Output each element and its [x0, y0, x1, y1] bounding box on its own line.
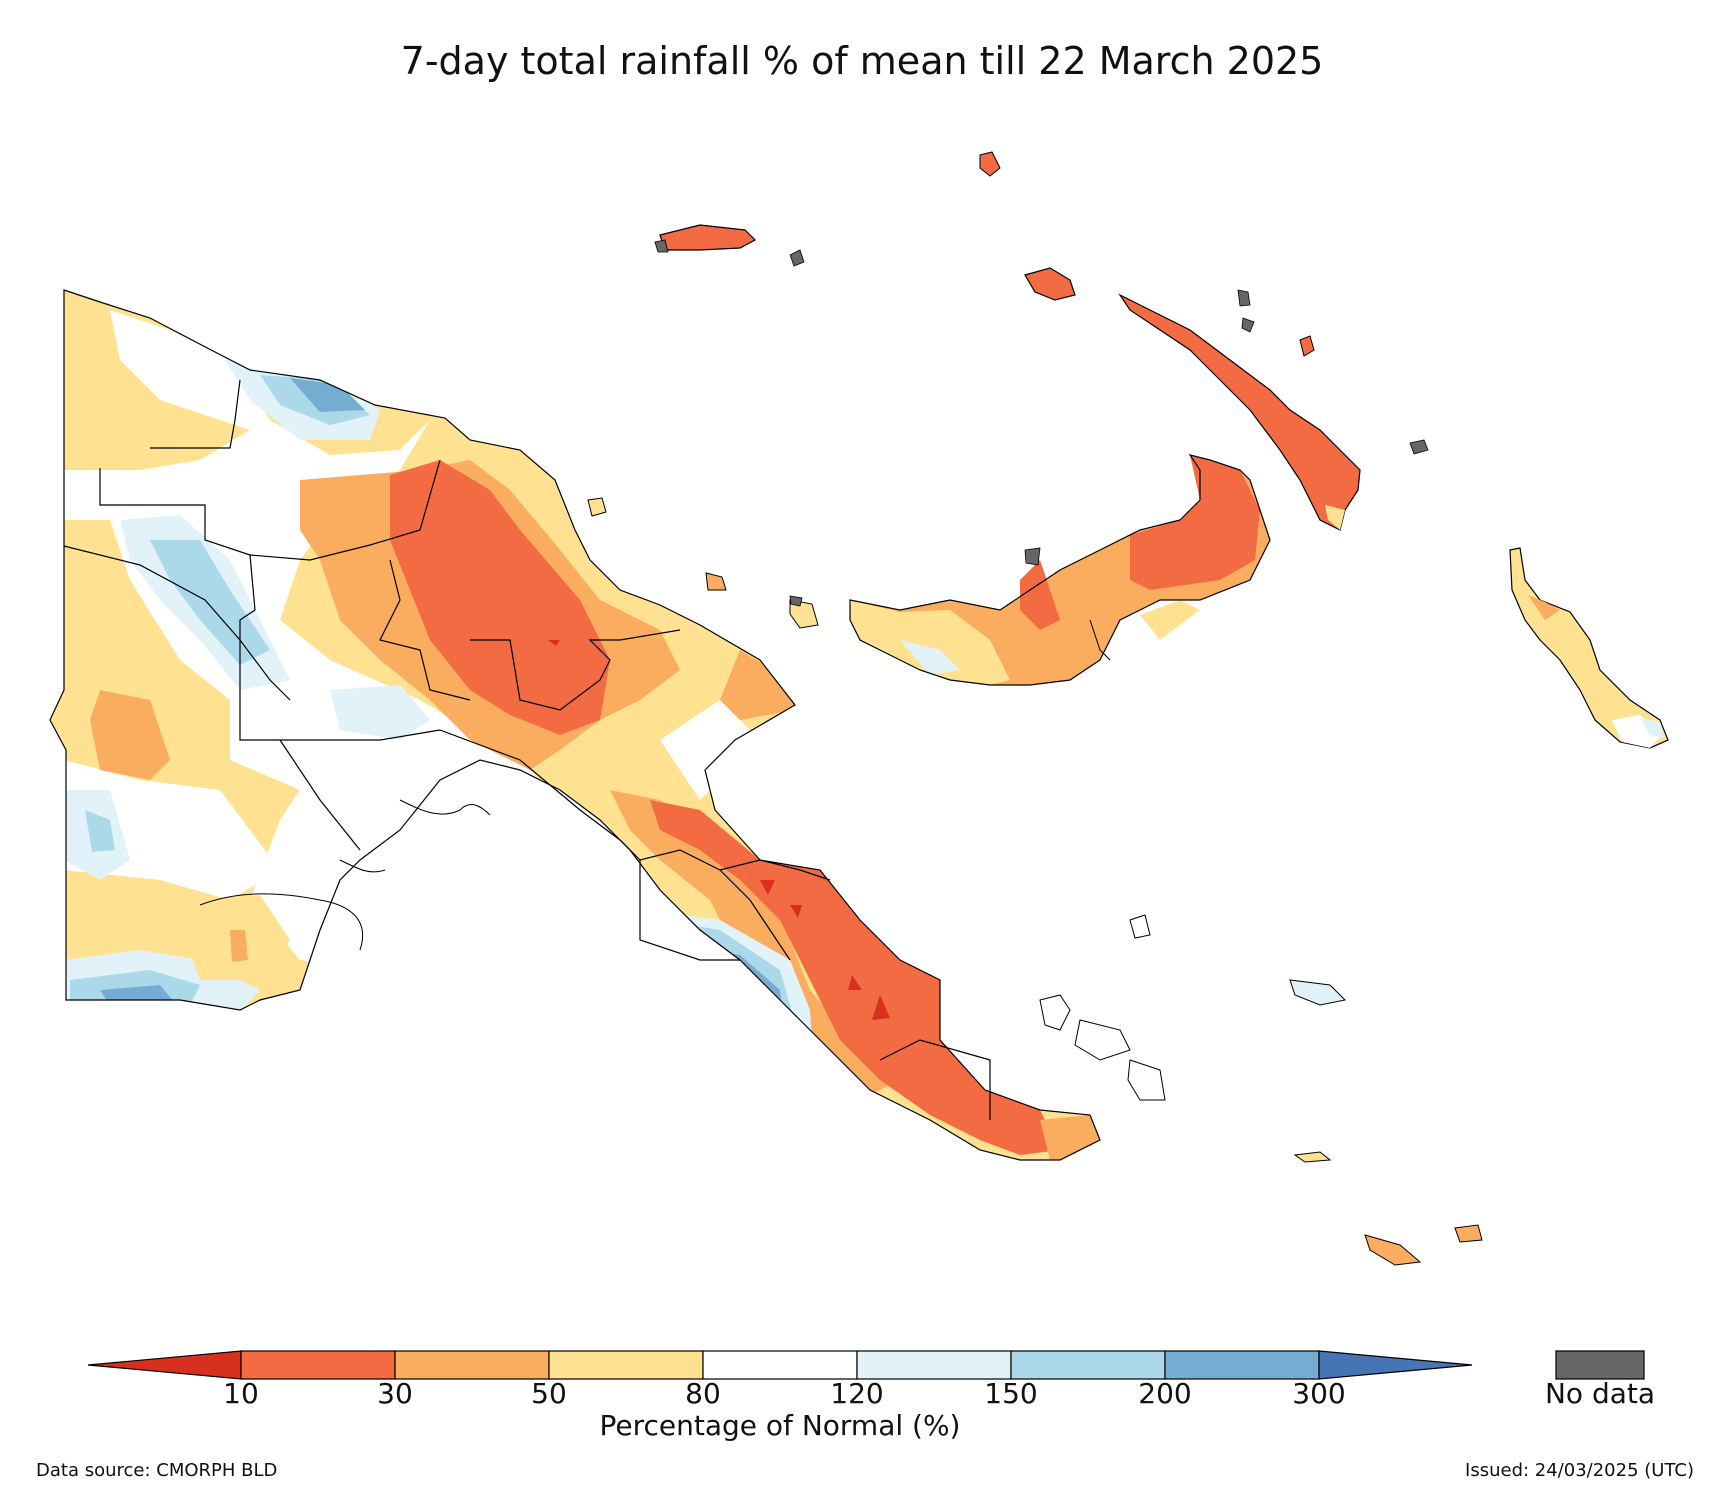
- colorbar-tick-label: 200: [1138, 1377, 1192, 1410]
- zone-80-120: [1612, 715, 1662, 748]
- zone-30-50: [720, 650, 795, 720]
- island: [1364, 1234, 1422, 1266]
- colorbar-segment-gt300: [1318, 1350, 1473, 1380]
- island: [1293, 1151, 1332, 1163]
- zone-lt10: [872, 995, 890, 1020]
- mainland: [49, 289, 1101, 1161]
- new-britain-outline: [849, 454, 1271, 686]
- province-boundaries: [63, 379, 991, 1120]
- colorbar-tick-label: 120: [830, 1377, 884, 1410]
- zone-30-50: [1528, 595, 1560, 620]
- mainland-outline: [49, 289, 1101, 1161]
- island: [1454, 1224, 1483, 1243]
- island: [1299, 335, 1315, 357]
- nodata-swatch: [1555, 1350, 1645, 1380]
- island: [979, 151, 1001, 177]
- nodata-label: No data: [1544, 1377, 1656, 1410]
- zone-50-80: [1140, 600, 1200, 640]
- island: [1074, 1019, 1131, 1061]
- island: [587, 497, 607, 517]
- zone-10-30: [1130, 455, 1260, 590]
- zone-50-80: [100, 895, 180, 935]
- bougainville: [1509, 547, 1669, 749]
- new-hanover: [1024, 267, 1076, 301]
- zone-120-150: [900, 640, 960, 675]
- map-title: 7-day total rainfall % of mean till 22 M…: [400, 39, 1324, 83]
- manus-island: [659, 224, 756, 251]
- colorbar-title: Percentage of Normal (%): [599, 1409, 961, 1442]
- zone-10-30: [1020, 560, 1060, 630]
- data-source: Data source: CMORPH BLD: [36, 1460, 278, 1481]
- no-data-patch: [1409, 439, 1429, 455]
- no-data-patch: [1237, 289, 1251, 307]
- no-data-patch: [789, 249, 805, 267]
- colorbar-segment-150-200: [1010, 1350, 1166, 1380]
- zone-200-300: [290, 378, 365, 412]
- zone-10-30: [390, 460, 610, 735]
- no-data-patch: [654, 239, 669, 253]
- no-data-patch: [1241, 317, 1255, 333]
- zone-normal: [660, 700, 760, 800]
- colorbar-segment-30-50: [394, 1350, 550, 1380]
- zone-lt10: [848, 975, 862, 990]
- island: [705, 572, 727, 591]
- colorbar-segment-120-150: [856, 1350, 1012, 1380]
- colorbar-segment-10-30: [240, 1350, 396, 1380]
- island: [1127, 1059, 1166, 1101]
- colorbar-tick-label: 80: [685, 1377, 721, 1410]
- zone-150-200: [85, 810, 115, 852]
- new-britain: [849, 454, 1271, 686]
- island: [1129, 914, 1151, 939]
- island: [1289, 979, 1347, 1006]
- rivers: [199, 799, 491, 951]
- zone-120-150: [1640, 718, 1664, 738]
- colorbar-tick-label: 30: [377, 1377, 413, 1410]
- zone-lt10: [760, 880, 775, 895]
- no-data-patch: [789, 595, 803, 607]
- zone-30-50: [230, 930, 248, 962]
- colorbar-tick-label: 150: [984, 1377, 1038, 1410]
- colorbar-tick-label: 300: [1292, 1377, 1346, 1410]
- zone-50-80: [850, 600, 1010, 685]
- zone-50-80: [1325, 505, 1345, 530]
- colorbar-segment-50-80: [548, 1350, 704, 1380]
- zone-lt10: [790, 905, 802, 918]
- new-ireland: [1118, 293, 1361, 531]
- zone-120-150: [330, 685, 430, 740]
- island: [1039, 994, 1071, 1031]
- zone-lt10: [548, 640, 560, 646]
- island: [789, 599, 819, 629]
- colorbar-tick-label: 50: [531, 1377, 567, 1410]
- zone-10-30: [650, 800, 1060, 1155]
- zone-30-50: [90, 690, 170, 780]
- colorbar-segment-80-120: [702, 1350, 858, 1380]
- colorbar-segment-200-300: [1164, 1350, 1320, 1380]
- no-data-patch: [1024, 547, 1041, 566]
- issued-date: Issued: 24/03/2025 (UTC): [1465, 1460, 1694, 1481]
- colorbar-tick-label: 10: [223, 1377, 259, 1410]
- colorbar-segment-lt10: [87, 1350, 242, 1380]
